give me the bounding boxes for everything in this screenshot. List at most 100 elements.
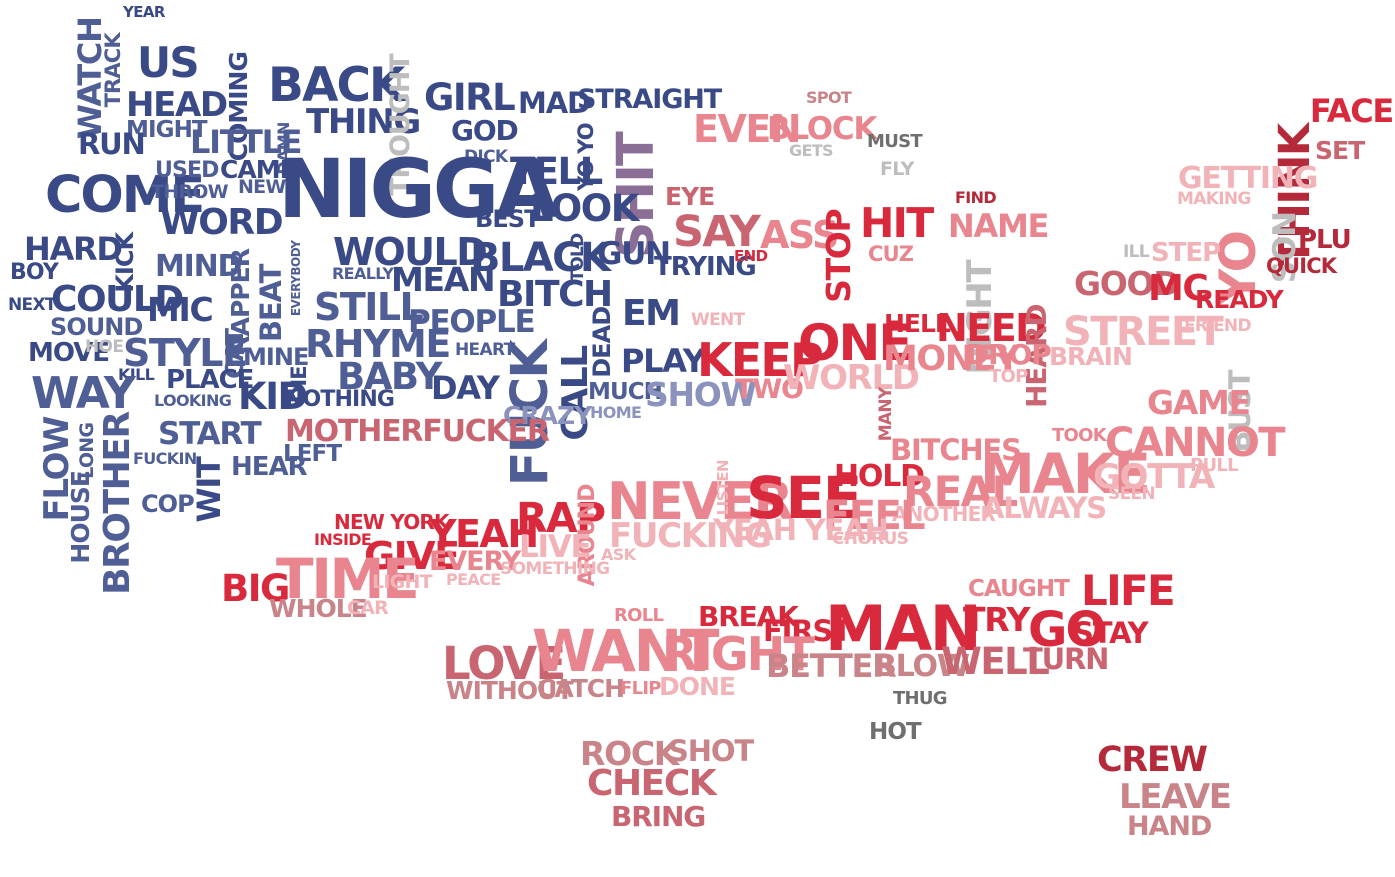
word-ill: ILL (1123, 242, 1150, 262)
word-much: MUCH (588, 379, 663, 405)
word-run: RUN (78, 127, 146, 161)
word-want: WANT (532, 617, 719, 685)
word-back: BACK (268, 58, 405, 113)
word-still: STILL (314, 285, 424, 329)
word-boy: BOY (10, 260, 59, 285)
word-street: STREET (1063, 309, 1224, 355)
word-good: GOOD (1074, 264, 1181, 303)
word-thug: THUG (893, 688, 948, 709)
word-hit: HIT (860, 199, 934, 247)
word-stay: STAY (1073, 616, 1149, 650)
word-used: USED (155, 158, 219, 183)
word-block: BLOCK (767, 111, 877, 147)
word-crew: CREW (1097, 740, 1208, 780)
word-quick: QUICK (1266, 254, 1337, 278)
word-name: NAME (948, 207, 1049, 245)
word-well: WELL (941, 640, 1050, 683)
word-stop: STOP (819, 209, 858, 303)
word-say: SAY (673, 207, 761, 257)
word-time: TIME (276, 547, 420, 611)
word-right: RIGHT (662, 627, 815, 681)
word-might: MIGHT (126, 117, 208, 143)
word-mic: MIC (147, 290, 214, 329)
word-every: EVERY (429, 546, 521, 577)
word-heart: HEART (455, 340, 515, 360)
word-break: BREAK (698, 600, 799, 633)
word-word: WORD (160, 202, 284, 243)
word-see: SEE (746, 464, 862, 532)
word-listen: LISTEN (714, 460, 732, 516)
word-black: BLACK (470, 235, 611, 281)
word-gets: GETS (789, 141, 834, 160)
word-little: LITTLE (190, 123, 303, 161)
word-chorus: CHORUS (832, 529, 909, 549)
word-plu: PLU (1298, 225, 1352, 255)
word-mind: MIND (155, 249, 242, 284)
word-peace: PEACE (446, 570, 501, 589)
word-turn: TURN (1023, 642, 1109, 676)
word-keep: KEEP (697, 333, 824, 387)
word-cuz: CUZ (868, 242, 914, 266)
word-end: END (734, 247, 768, 265)
word-try: TRY (963, 600, 1030, 639)
word-thing: THING (306, 102, 421, 142)
word-friend: FRIEND (1184, 316, 1252, 336)
word-really: REALLY (332, 264, 394, 283)
word-look: LOOK (530, 187, 639, 230)
word-motherfucker: MOTHERFUCKER (285, 414, 550, 449)
word-making: MAKING (1177, 189, 1251, 209)
word-go: GO (1028, 602, 1106, 658)
word-ass: ASS (760, 213, 839, 257)
word-first: FIRST (763, 614, 852, 648)
word-year: YEAR (123, 3, 165, 21)
word-ready: READY (1195, 285, 1284, 314)
word-big: BIG (221, 567, 290, 610)
word-real: REAL (903, 467, 1018, 516)
word-set: SET (1315, 136, 1365, 165)
word-eye: EYE (665, 182, 715, 211)
word-tell: TELL (510, 150, 603, 193)
word-rhyme: RHYME (305, 322, 451, 366)
word-would: WOULD (333, 230, 488, 274)
word-people: PEOPLE (408, 304, 536, 340)
word-went: WENT (691, 310, 745, 330)
word-hot: HOT (869, 719, 922, 745)
word-need: NEED (936, 306, 1047, 350)
word-mc: MC (1148, 268, 1209, 309)
word-inside: INSIDE (314, 530, 372, 549)
word-spot: SPOT (806, 88, 852, 107)
word-catch: CATCH (537, 674, 625, 703)
word-light: LIGHT (372, 571, 433, 593)
word-another: ANOTHER (892, 502, 996, 526)
word-game: GAME (1147, 383, 1251, 422)
word-dick: DICK (464, 147, 508, 167)
word-looking: LOOKING (154, 391, 232, 410)
word-mad: MAD (518, 86, 591, 120)
word-throw: THROW (151, 181, 229, 203)
word-rock: ROCK (580, 734, 679, 773)
word-us: US (137, 38, 200, 87)
word-new-york: NEW YORK (334, 510, 450, 534)
word-face: FACE (1309, 92, 1394, 130)
word-two: TWO (735, 374, 804, 405)
word-track: TRACK (101, 33, 125, 108)
word-check: CHECK (587, 763, 717, 804)
word-find: FIND (955, 188, 997, 207)
word-gun: GUN (597, 236, 671, 272)
word-sound: SOUND (50, 313, 143, 341)
word-make: MAKE (980, 442, 1151, 506)
word-always: ALWAYS (982, 491, 1107, 525)
word-whole: WHOLE (269, 594, 368, 623)
word-baby: BABY (337, 355, 442, 398)
word-step: STEP (1151, 238, 1221, 268)
word-bring: BRING (611, 800, 706, 833)
word-style: STYLE (123, 331, 248, 375)
word-trying: TRYING (654, 252, 757, 282)
word-way: WAY (31, 368, 136, 419)
word-even: EVEN (693, 107, 802, 151)
word-done: DONE (659, 672, 736, 701)
word-could: COULD (51, 279, 184, 320)
word-next: NEXT (8, 295, 57, 315)
word-seen: SEEN (1108, 484, 1156, 504)
word-mine: MINE (243, 343, 309, 371)
